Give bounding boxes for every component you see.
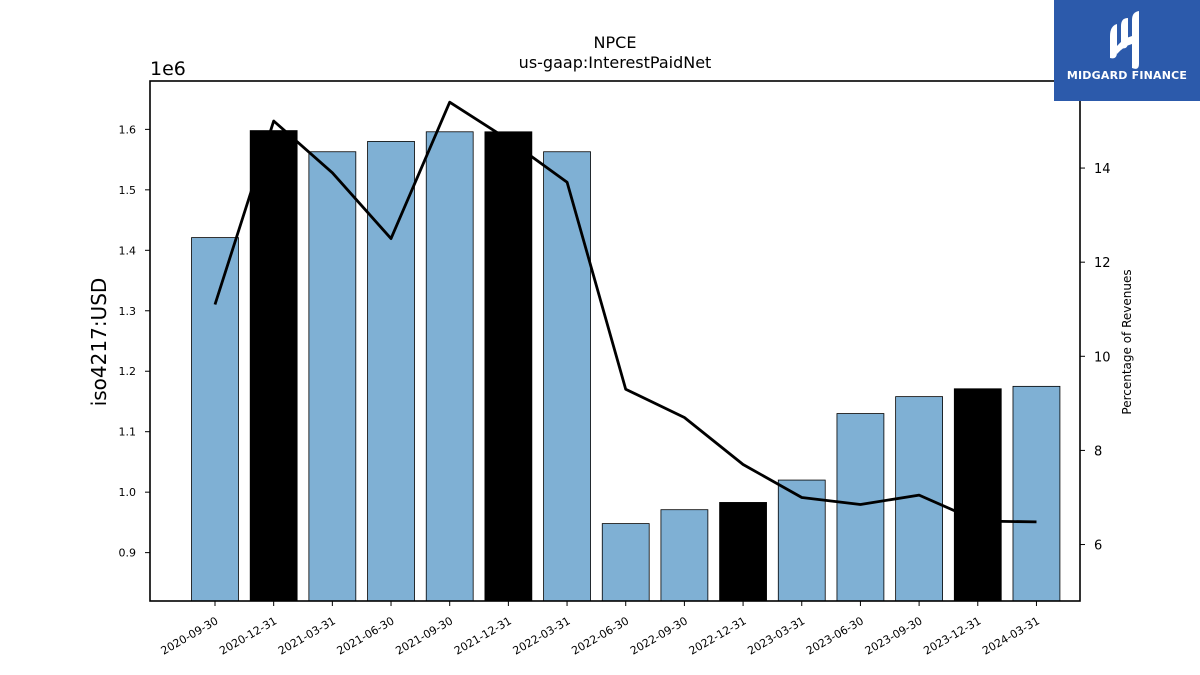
y2-tick-label: 6 [1094,539,1102,554]
y2-tick-label: 14 [1094,162,1111,177]
x-tick-label: 2021-09-30 [393,614,455,657]
y-tick-label: 1.6 [119,123,137,136]
x-tick-label: 2020-09-30 [159,614,221,657]
y2-tick-label: 8 [1094,444,1102,459]
bar-2022-03-31 [543,151,591,602]
y-tick-label: 1.1 [119,426,137,439]
x-tick-label: 2021-06-30 [335,614,397,657]
y2-tick-label: 12 [1094,256,1111,271]
brand-name: MIDGARD FINANCE [1066,69,1188,82]
bar-2020-12-31 [249,130,298,602]
x-tick-label: 2022-06-30 [569,614,631,657]
x-tick-label: 2023-03-31 [745,614,807,657]
x-tick-label: 2021-12-31 [452,614,514,657]
y-tick-label: 1.0 [119,486,137,499]
bar-2024-03-31 [1012,385,1061,602]
plot-frame [149,80,1081,602]
y-axis-multiplier: 1e6 [150,58,186,80]
y-axis-label: iso4217:USD [87,278,111,407]
x-tick-label: 2021-03-31 [276,614,338,657]
y-tick-label: 1.2 [119,365,137,378]
bar-2021-06-30 [367,141,415,602]
x-tick-label: 2022-12-31 [687,614,749,657]
y-tick-label: 1.5 [119,184,137,197]
bar-2022-12-31 [719,502,767,602]
percentage-line [213,100,1037,524]
x-tick-label: 2023-09-30 [863,614,925,657]
bar-2023-12-31 [953,388,1002,602]
x-tick-label: 2023-06-30 [804,614,866,657]
bar-2023-06-30 [836,413,885,602]
y2-axis-label: Percentage of Revenues [1120,269,1134,414]
y2-tick-label: 10 [1094,350,1111,365]
bar-2021-12-31 [484,131,533,602]
midgard-logo-icon [1110,11,1139,69]
y-tick-label: 0.9 [119,547,137,560]
x-tick-label: 2023-12-31 [921,614,983,657]
plot-area: 0.9 1.0 1.1 1.2 1.3 1.4 1.5 1.6 6 8 10 12 14 2020-09-… [119,80,1111,658]
x-tick-label: 2024-03-31 [980,614,1042,657]
chart-subtitle: us-gaap:InterestPaidNet [519,53,712,72]
bar-2021-03-31 [308,151,357,602]
bar-2022-06-30 [601,523,650,602]
x-tick-label: 2020-12-31 [217,614,279,657]
bar-2022-09-30 [660,509,709,602]
x-tick-label: 2022-09-30 [628,614,690,657]
bar-2021-09-30 [425,131,474,602]
y-tick-label: 1.4 [119,244,137,257]
chart-title: NPCE [594,33,637,52]
brand-logo: MIDGARD FINANCE [1054,0,1200,101]
x-tick-label: 2022-03-31 [511,614,573,657]
bar-2020-09-30 [191,237,239,602]
y-tick-label: 1.3 [119,305,137,318]
